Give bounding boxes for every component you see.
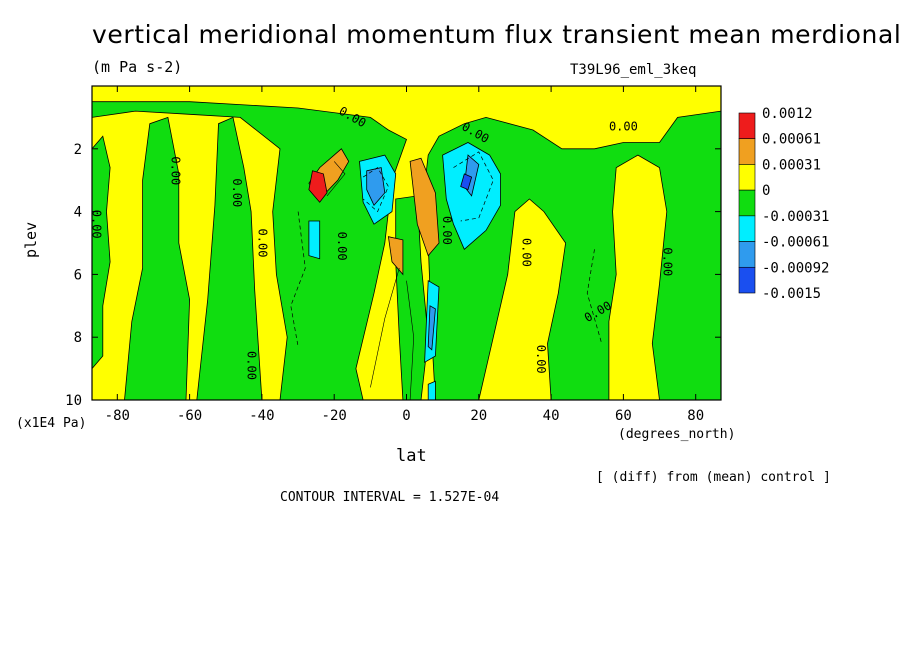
contour-label: 0.00 [660, 247, 674, 276]
contour-region-cyan [427, 380, 436, 400]
contour-region-light_blue [427, 305, 436, 351]
contour-line [370, 268, 400, 388]
colorbar-label: -0.00092 [762, 260, 829, 276]
contour-region-green [196, 116, 263, 400]
contour-region-cyan [308, 220, 321, 260]
colorbar-swatch [738, 266, 756, 294]
colorbar-label: -0.00061 [762, 235, 829, 251]
contour-lines [290, 151, 603, 400]
x-axis: -80 -60 -40 -20 0 20 40 60 80 [105, 86, 704, 424]
contour-region-orange [409, 157, 440, 257]
contour-interval: CONTOUR INTERVAL = 1.527E-04 [280, 490, 500, 505]
colorbar-swatch [738, 112, 756, 140]
contour-label: 0.00 [255, 229, 269, 258]
x-tick-label: -60 [177, 408, 202, 424]
contour-label: 0.00 [90, 210, 104, 239]
y-axis-title: plev [22, 221, 40, 258]
colorbar-swatch [738, 215, 756, 242]
contour-region-orange [387, 236, 404, 276]
contour-region-blue [460, 173, 473, 191]
x-tick-label: 60 [615, 408, 632, 424]
colorbar-swatch [738, 138, 756, 165]
contour-label: 0.00 [230, 178, 244, 207]
x-tick-label: -80 [105, 408, 130, 424]
negative-contour-line [290, 211, 306, 347]
colorbar-label: 0.00031 [762, 157, 821, 173]
y-tick-label: 2 [74, 142, 82, 158]
contour-label: 0.00 [519, 238, 533, 267]
colorbar-swatch [738, 189, 756, 217]
contour-line [326, 161, 346, 197]
negative-contour-line [586, 249, 603, 344]
chart-title: vertical meridional momentum flux transi… [92, 20, 902, 49]
x-tick-label: 20 [470, 408, 487, 424]
contour-label: 0.00 [609, 119, 638, 133]
contour-region-red [308, 170, 328, 203]
x-tick-label: -40 [249, 408, 274, 424]
units-label: (m Pa s-2) [92, 58, 183, 76]
y-tick-label: 6 [74, 267, 82, 283]
colorbar-label: 0.0012 [762, 106, 813, 122]
contour-label: 0.00 [534, 345, 548, 374]
colorbar-label: 0 [762, 183, 770, 199]
x-tick-label: -20 [322, 408, 347, 424]
contour-label: 0.00 [335, 232, 349, 261]
x-axis-units: (degrees_north) [618, 427, 736, 442]
x-tick-label: 0 [402, 408, 410, 424]
y-tick-label: 10 [65, 393, 82, 409]
y-axis: 2 4 6 8 10 [65, 142, 721, 409]
x-axis-title: lat [396, 446, 427, 466]
negative-contour-line [362, 167, 389, 213]
experiment-label: T39L96_eml_3keq [570, 62, 697, 78]
colorbar-label: 0.00061 [762, 132, 821, 148]
contour-region-light_blue [366, 167, 386, 207]
contour-label: 0.00 [245, 351, 259, 380]
contour-fill-regions [92, 101, 721, 400]
colorbar-label: -0.0015 [762, 286, 821, 302]
contour-line [406, 280, 415, 400]
contour-region-green [124, 116, 191, 400]
colorbar-label: -0.00031 [762, 209, 829, 225]
diff-note: [ (diff) from (mean) control ] [596, 470, 831, 485]
colorbar-legend: 0.0012 0.00061 0.00031 0 -0.00031 -0.00061 -0.… [738, 106, 829, 302]
colorbar-swatch [738, 241, 756, 268]
y-tick-label: 8 [74, 330, 82, 346]
x-tick-label: 80 [687, 408, 704, 424]
contour-label: 0.00 [169, 156, 183, 185]
colorbar-swatch [738, 164, 756, 191]
y-tick-label: 4 [74, 205, 82, 221]
contour-label: 0.00 [440, 216, 454, 245]
x-tick-label: 40 [543, 408, 560, 424]
negative-contour-line [453, 151, 494, 222]
contour-region-green [92, 135, 111, 370]
y-axis-units: (x1E4 Pa) [16, 416, 87, 431]
